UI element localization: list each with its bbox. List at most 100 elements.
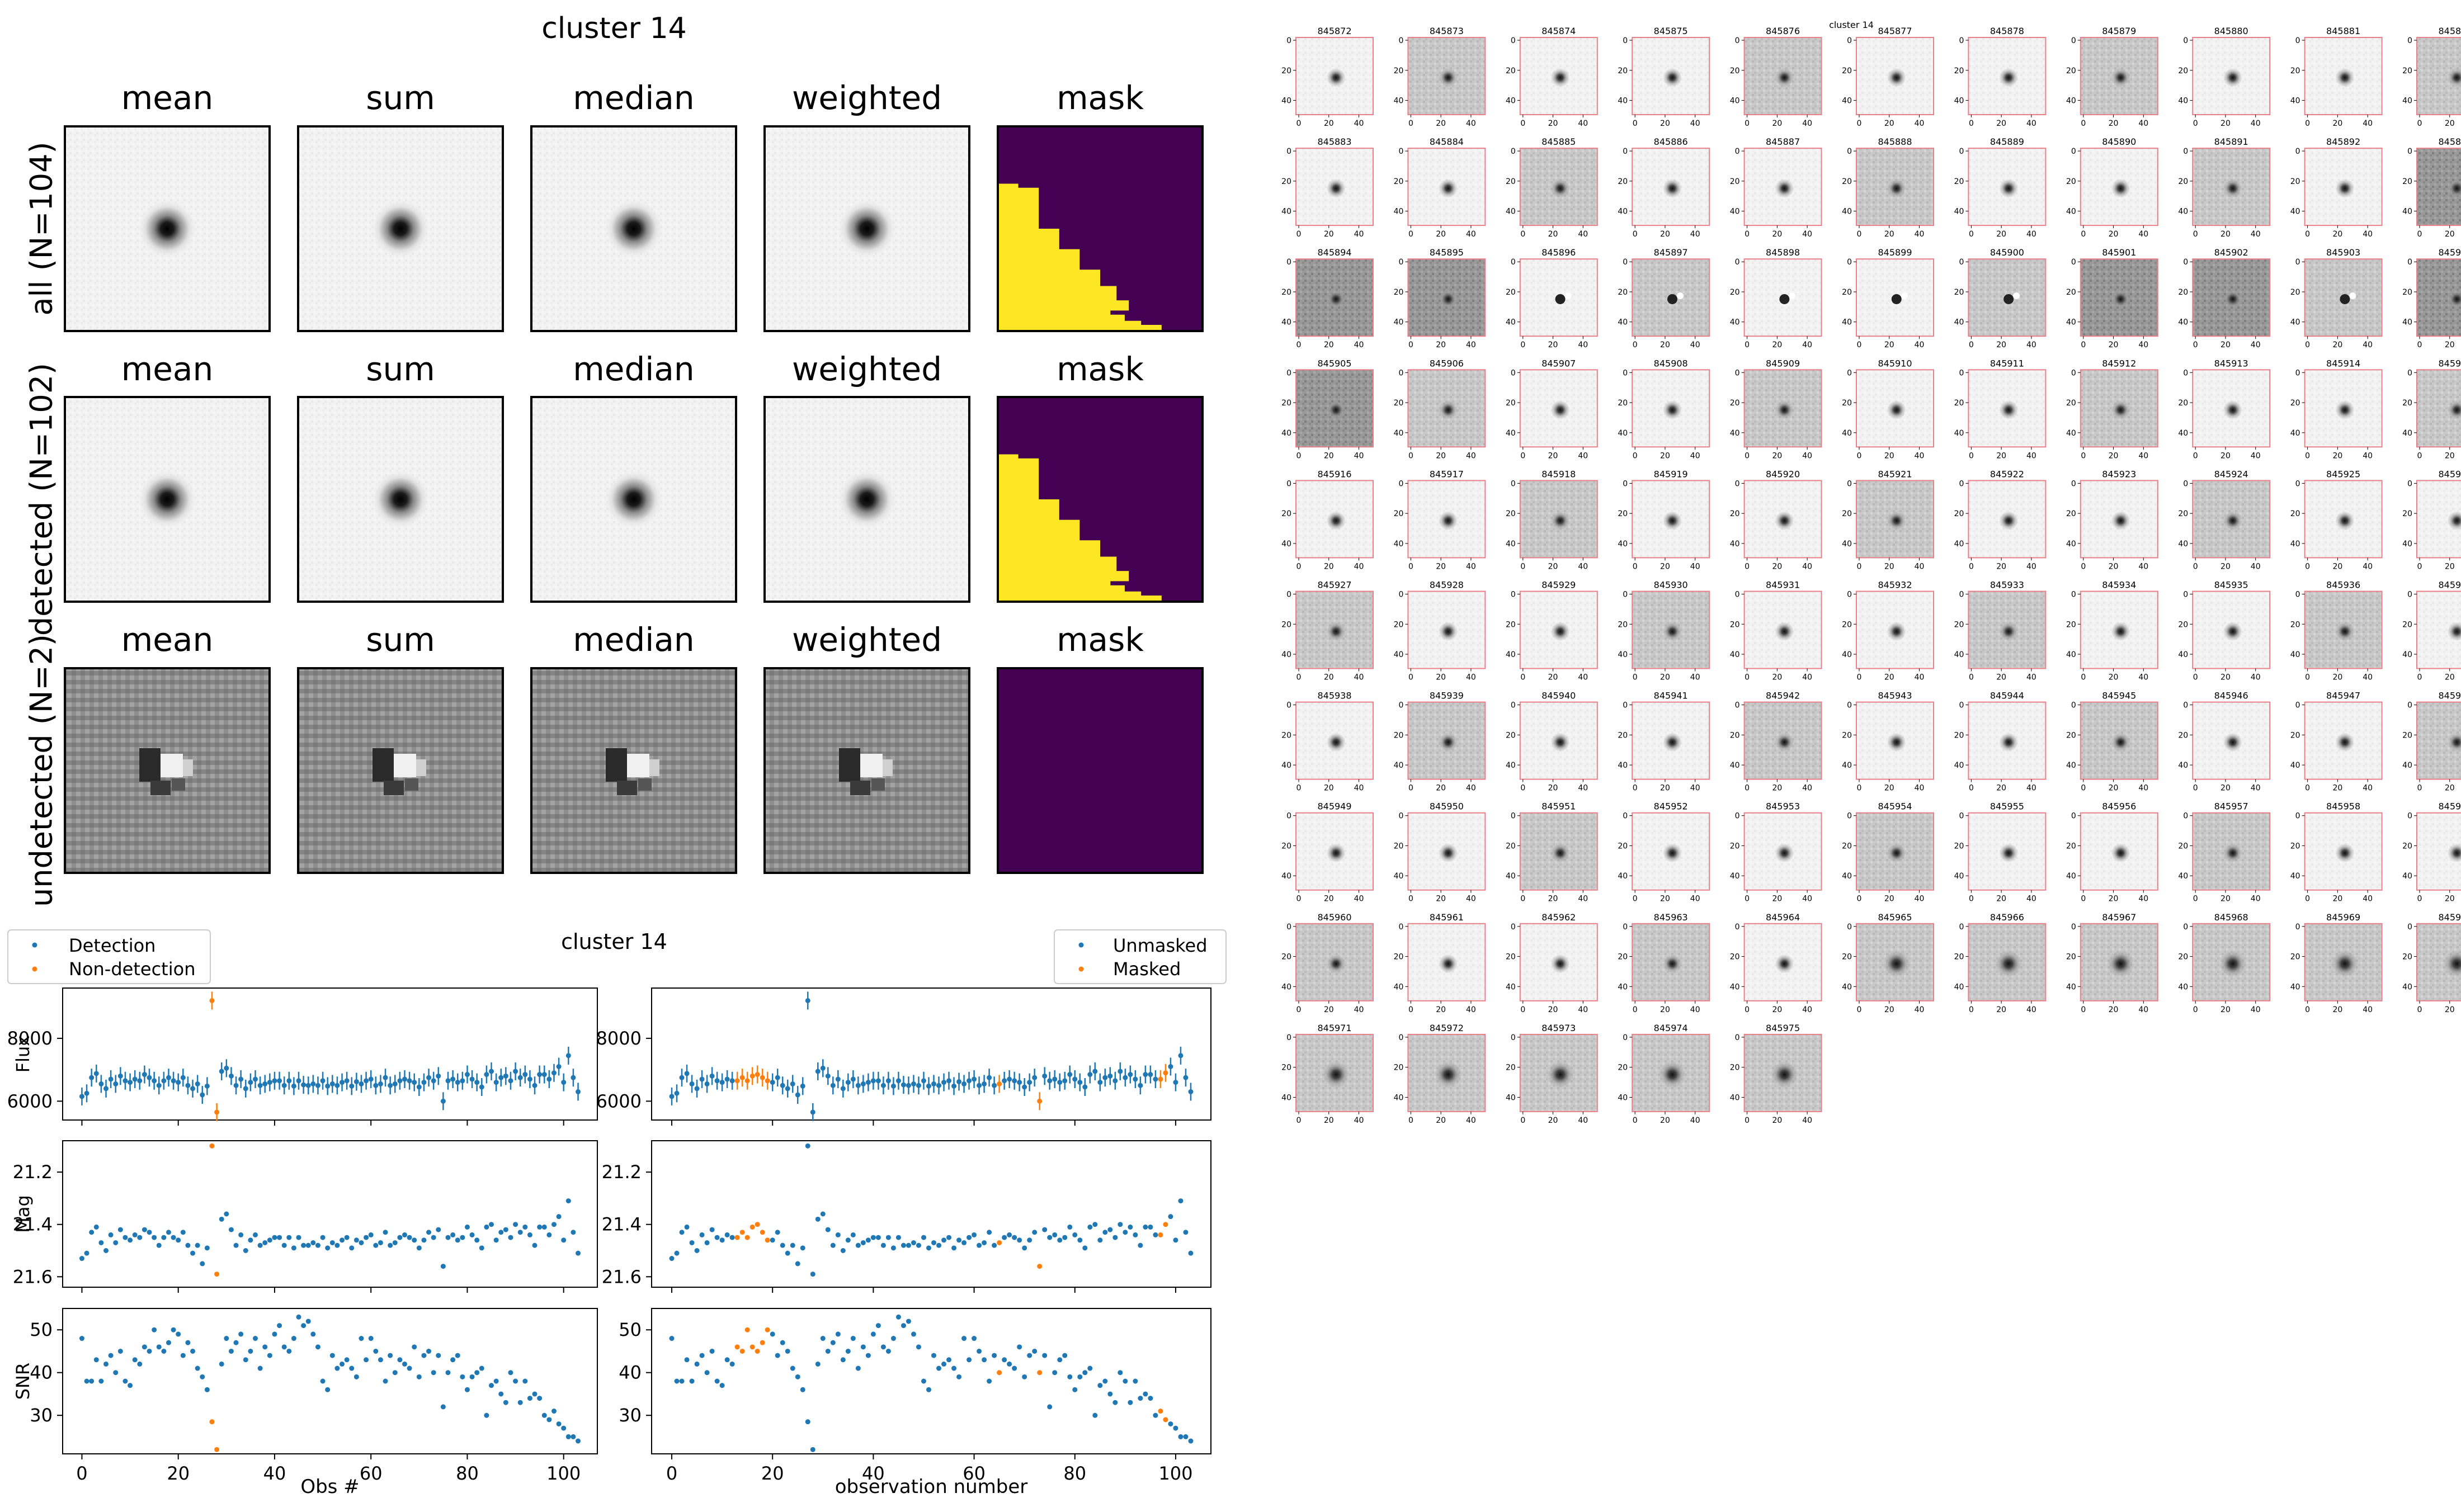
data-point: [561, 1425, 567, 1431]
data-point: [870, 1078, 876, 1084]
stamp-cell: 8458930204002040: [2402, 136, 2461, 239]
data-point: [286, 1348, 292, 1354]
data-point: [397, 1078, 403, 1084]
stamp-tick-label: 0: [2417, 119, 2422, 128]
data-point: [961, 1336, 967, 1341]
data-point: [755, 1222, 760, 1227]
stamp-tick-label: 20: [1884, 562, 1894, 571]
stack-column-title: weighted: [792, 350, 942, 388]
stamp-tick-label: 40: [2026, 784, 2036, 793]
stack-panel: cluster 14 all (N=104)mean sum median weigh…: [24, 12, 1204, 907]
stamp-frame: [2416, 480, 2461, 559]
data-point: [267, 1080, 272, 1085]
data-point: [484, 1224, 489, 1230]
stamp-tick-label: 20: [2178, 509, 2188, 518]
stack-column-title: weighted: [792, 621, 942, 659]
data-point: [180, 1230, 186, 1235]
data-point: [142, 1344, 147, 1350]
data-point: [238, 1076, 244, 1082]
stamp-id-label: 845906: [1430, 358, 1464, 368]
data-point: [875, 1235, 881, 1240]
legend-marker-nondetection: [32, 966, 37, 972]
stamp-tick-label: 0: [2193, 230, 2198, 239]
stamp-id-label: 845952: [1654, 801, 1688, 812]
stamp-frame: [1743, 701, 1822, 780]
data-point: [301, 1323, 307, 1329]
data-point: [445, 1235, 451, 1240]
data-point: [1097, 1080, 1103, 1085]
stamp-tick-label: 20: [1660, 451, 1670, 460]
data-point: [1183, 1075, 1189, 1080]
stamp-frame: [2080, 148, 2158, 226]
stamp-tick-label: 0: [1745, 784, 1750, 793]
data-point: [561, 1237, 567, 1243]
stamp-tick-label: 40: [2402, 429, 2412, 438]
stamp-tick-label: 0: [1511, 1033, 1516, 1042]
data-point: [895, 1314, 901, 1320]
stamp-frame: [2080, 812, 2158, 891]
data-point: [286, 1078, 292, 1084]
data-point: [719, 1237, 725, 1243]
data-point: [860, 1081, 866, 1086]
stamp-tick-label: 40: [1506, 318, 1516, 327]
data-point: [1077, 1237, 1083, 1243]
data-point: [209, 1419, 215, 1425]
data-point: [392, 1240, 398, 1245]
stamp-tick-label: 20: [1324, 230, 1334, 239]
stamp-tick-label: 0: [1286, 36, 1291, 45]
data-point: [108, 1076, 114, 1082]
stamp-tick-label: 0: [2305, 895, 2310, 904]
data-point: [474, 1370, 480, 1376]
stamp-tick-label: 40: [1354, 230, 1364, 239]
stamp-tick-label: 0: [1847, 923, 1852, 932]
data-point: [296, 1078, 301, 1084]
data-point: [931, 1353, 937, 1358]
data-point: [1143, 1391, 1148, 1397]
stamp-tick-label: 0: [1969, 230, 1974, 239]
data-point: [426, 1075, 432, 1080]
stamp-tick-label: 0: [1745, 341, 1750, 349]
data-point: [956, 1079, 962, 1084]
data-point: [436, 1227, 441, 1232]
stamp-frame: [1632, 701, 1710, 780]
data-point: [850, 1232, 856, 1237]
stamp-tick-label: 40: [1802, 119, 1812, 128]
stamp-id-label: 845968: [2214, 912, 2248, 923]
data-point: [1178, 1198, 1184, 1204]
data-point: [113, 1081, 119, 1086]
stamp-tick-label: 20: [1281, 731, 1291, 740]
stamp-frame: [1519, 1033, 1598, 1112]
data-point: [719, 1383, 725, 1388]
data-point: [749, 1073, 755, 1079]
stamp-cell: 8459480204002040: [2402, 691, 2461, 793]
stamp-tick-label: 40: [2178, 872, 2188, 881]
data-point: [1168, 1421, 1173, 1426]
data-point: [277, 1323, 282, 1329]
stamp-tick-label: 40: [1842, 97, 1852, 106]
data-point: [310, 1081, 316, 1086]
data-point: [1102, 1075, 1108, 1080]
data-point: [147, 1230, 152, 1235]
data-point: [89, 1075, 95, 1080]
data-point: [961, 1081, 967, 1086]
data-point: [1037, 1370, 1043, 1376]
data-point: [1183, 1434, 1189, 1439]
stamp-tick-label: 20: [1996, 230, 2006, 239]
data-point: [765, 1327, 770, 1333]
data-point: [911, 1240, 916, 1245]
stamp-tick-label: 20: [1954, 731, 1964, 740]
stamp-tick-label: 20: [2445, 119, 2455, 128]
stamp-id-label: 845953: [1766, 801, 1800, 812]
stamp-id-label: 845955: [1990, 801, 2024, 812]
data-point: [921, 1078, 926, 1084]
data-point: [1037, 1264, 1043, 1269]
x-tick-label: 40: [862, 1463, 885, 1484]
data-point: [383, 1378, 388, 1384]
stamp-tick-label: 0: [2407, 479, 2412, 488]
